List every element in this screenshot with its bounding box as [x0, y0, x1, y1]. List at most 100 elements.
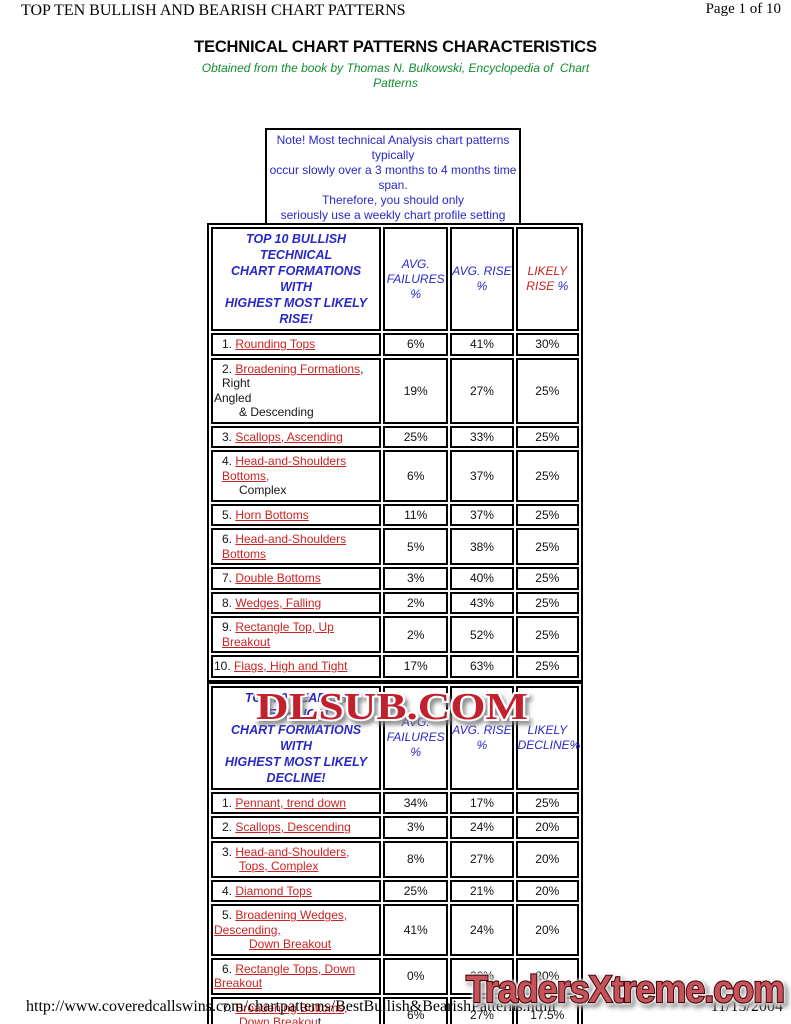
pattern-cell: 5. Broadening Wedges, Descending, Down Bre…	[211, 904, 382, 956]
table-row: 6. Head-and-Shoulders Bottoms 5% 38% 25%	[211, 528, 579, 565]
value-cell: 40%	[450, 567, 514, 590]
value-cell: 25%	[515, 528, 579, 565]
text-segment: 9.	[222, 620, 236, 634]
pattern-link[interactable]: Scallops, Ascending	[235, 429, 343, 444]
value-cell: 27%	[450, 357, 514, 424]
pattern-link[interactable]: Rectangle Top, Up Breakout	[222, 620, 334, 649]
value-cell: 30%	[515, 333, 579, 356]
pattern-link[interactable]: Down Breakout	[249, 937, 332, 951]
pattern-cell: 1. Rounding Tops	[211, 333, 382, 356]
text-segment: 4.	[222, 454, 236, 468]
text-segment: AVG. RISE	[452, 264, 512, 278]
value-cell: 25%	[383, 879, 449, 902]
pattern-link[interactable]: Broadening Bottoms,	[235, 1000, 348, 1015]
pattern-cell: 9. Rectangle Top, Up Breakout	[211, 616, 382, 653]
pattern-link[interactable]: Head-and-Shoulders Bottoms,	[222, 454, 347, 483]
bullish-table-title: TOP 10 BULLISH TECHNICAL CHART FORMATION…	[211, 227, 382, 331]
pattern-link[interactable]: Flags, High and Tight	[234, 659, 348, 673]
value-cell: 41%	[383, 904, 449, 956]
pattern-link[interactable]: Scallops, Descending	[235, 820, 351, 834]
value-cell: 38%	[450, 528, 514, 565]
value-cell: 11%	[383, 503, 449, 526]
value-cell: 25%	[515, 655, 579, 678]
value-cell: 17.5%	[515, 996, 579, 1024]
text-segment: RISE	[526, 279, 558, 293]
column-header: AVG. FAILURES %	[383, 685, 449, 790]
text-segment: LIKELY	[527, 722, 568, 737]
pattern-cell: 3. Scallops, Ascending	[211, 425, 382, 448]
text-segment: 4.	[222, 883, 236, 898]
value-cell: 20%	[515, 816, 579, 839]
pattern-link[interactable]: Broadening Formations	[235, 361, 361, 376]
pattern-link[interactable]: Wedges, Falling	[235, 595, 322, 610]
value-cell: 17%	[383, 655, 449, 678]
text-segment: FAILURES %	[386, 730, 445, 759]
text-segment: AVG.	[401, 256, 430, 271]
text-segment: 2.	[222, 361, 236, 376]
text-segment: FAILURES %	[386, 271, 445, 301]
pattern-link[interactable]: Head-and-Shoulders Bottoms	[222, 532, 347, 561]
dlsub-watermark-text: DLSUB.COM	[256, 686, 528, 728]
dlsub-watermark: DLSUB.COM	[254, 684, 530, 730]
text-segment: 6.	[222, 532, 236, 546]
column-header: LIKELY RISE %	[515, 227, 579, 331]
pattern-link[interactable]: Horn Bottoms	[235, 507, 309, 522]
bearish-table-wrap: TOP 10 BEARISH TECHNICAL CHART FORMATION…	[207, 681, 585, 1024]
value-cell: 41%	[450, 333, 514, 356]
table-row: 3. Head-and-Shoulders, Tops, Complex 8% 27%…	[211, 840, 579, 878]
value-cell: 52%	[450, 616, 514, 653]
pattern-cell: 5. Horn Bottoms	[211, 503, 382, 526]
pattern-cell: 3. Head-and-Shoulders, Tops, Complex	[211, 840, 382, 878]
pattern-link[interactable]: Tops, Complex	[239, 859, 319, 873]
pattern-link[interactable]: Pennant, trend down	[235, 795, 347, 810]
value-cell: 20%	[515, 957, 579, 995]
table-row: 4. Diamond Tops 25% 21% 20%	[211, 879, 579, 902]
text-segment: %	[476, 737, 488, 752]
table-row: 1. Pennant, trend down 34% 17% 25%	[211, 791, 579, 814]
text-segment: & Descending	[239, 405, 314, 419]
pattern-cell: 7. Broadening Bottoms, Down Breakout	[211, 996, 382, 1024]
value-cell: 24%	[450, 816, 514, 839]
value-cell: 25%	[383, 425, 449, 448]
value-cell: 25%	[515, 357, 579, 424]
tables-container: TOP 10 BULLISH TECHNICAL CHART FORMATION…	[207, 223, 585, 1024]
value-cell: 19%	[383, 357, 449, 424]
pattern-link[interactable]: Head-and-Shoulders,	[235, 844, 350, 859]
table-row: 7. Double Bottoms 3% 40% 25%	[211, 567, 579, 590]
pattern-link[interactable]: Rounding Tops	[235, 337, 316, 351]
page-number: Page 1 of 10	[705, 1, 781, 17]
pattern-cell: 4. Diamond Tops	[211, 879, 382, 902]
pattern-link[interactable]: Down Breakou	[239, 1015, 318, 1024]
text-segment: 5.	[222, 507, 236, 522]
text-segment: 7.	[222, 571, 236, 585]
text-segment: Angled	[214, 390, 252, 405]
value-cell: 37%	[450, 450, 514, 502]
value-cell: 20%	[515, 879, 579, 902]
text-segment: 10.	[214, 659, 235, 673]
document-header-title: TOP TEN BULLISH AND BEARISH CHART PATTER…	[21, 2, 406, 19]
table-row: 7. Broadening Bottoms, Down Breakout 6% 27%…	[211, 996, 579, 1024]
pattern-link[interactable]: Breakout	[214, 976, 263, 990]
value-cell: 24%	[450, 904, 514, 956]
pattern-link[interactable]: Broadening Wedges,	[235, 908, 348, 922]
pattern-link[interactable]: Descending,	[214, 922, 281, 937]
pattern-cell: 6. Rectangle Tops, Down Breakout	[211, 957, 382, 995]
table-row: 3. Scallops, Ascending 25% 33% 25%	[211, 425, 579, 448]
bullish-header-row: TOP 10 BULLISH TECHNICAL CHART FORMATION…	[211, 227, 579, 331]
text-segment: LIKELY	[527, 264, 568, 278]
value-cell: 63%	[450, 655, 514, 678]
column-header: AVG. RISE%	[450, 685, 514, 790]
pattern-link[interactable]: Double Bottoms	[235, 571, 321, 585]
text-segment: %	[476, 279, 488, 293]
tradersxtreme-logo-text: TradersXtreme.com	[466, 969, 784, 1011]
text-segment: 1.	[222, 795, 236, 810]
value-cell: 25%	[515, 450, 579, 502]
value-cell: 8%	[383, 840, 449, 878]
value-cell: 25%	[515, 791, 579, 814]
pattern-link[interactable]: Diamond Tops	[235, 883, 312, 898]
text-segment: , Right	[222, 361, 364, 391]
value-cell: 2%	[383, 616, 449, 653]
pattern-link[interactable]: Rectangle Tops, Down	[235, 961, 356, 976]
pattern-cell: 2. Broadening Formations, Right Angled & D…	[211, 357, 382, 424]
